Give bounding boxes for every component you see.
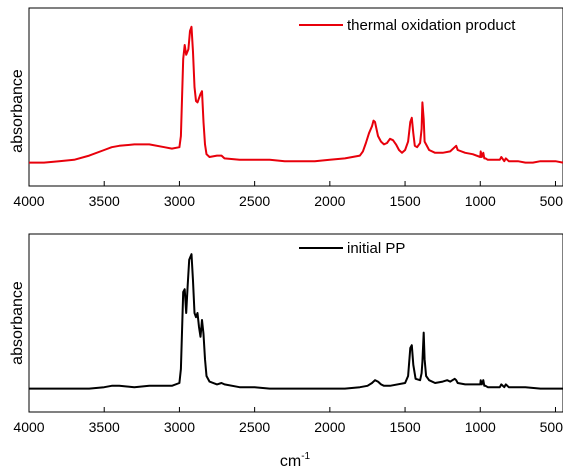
x-tick-label: 2000: [314, 419, 345, 435]
y-axis-label-bottom: absorbance: [9, 281, 26, 365]
plot-frame-top: [28, 7, 563, 187]
panel-bottom: 4000 3500 3000 2500 2000 1500 1000 500 initial …: [9, 233, 563, 435]
y-axis-label-top: absorbance: [9, 69, 26, 153]
x-tick-label: 1500: [389, 193, 420, 209]
x-tick-label: 3500: [89, 193, 120, 209]
legend-bottom: initial PP: [299, 240, 405, 257]
x-tick-label: 1000: [465, 419, 496, 435]
x-tick-label: 4000: [13, 419, 44, 435]
x-axis-label: cm-1: [280, 451, 311, 470]
x-axis-ticks-bottom: 4000 3500 3000 2500 2000 1500 1000 500: [13, 407, 563, 435]
x-tick-label: 1500: [389, 419, 420, 435]
x-tick-label: 500: [540, 193, 563, 209]
legend-label-top: thermal oxidation product: [347, 17, 516, 34]
x-tick-label: 2500: [239, 193, 270, 209]
x-axis-ticks-top: 4000 3500 3000 2500 2000 1500 1000 500: [13, 181, 563, 209]
x-tick-label: 3000: [164, 419, 195, 435]
x-axis-label-exponent: -1: [301, 451, 310, 462]
x-tick-label: 4000: [13, 193, 44, 209]
legend-top: thermal oxidation product: [299, 17, 516, 34]
x-tick-label: 1000: [465, 193, 496, 209]
spectrum-line-top: [29, 25, 563, 164]
plot-frame-bottom: [28, 233, 563, 413]
x-tick-label: 2500: [239, 419, 270, 435]
x-axis-label-unit: cm: [280, 453, 301, 470]
spectrum-line-bottom: [29, 253, 563, 390]
x-tick-label: 3500: [89, 419, 120, 435]
x-tick-label: 2000: [314, 193, 345, 209]
legend-label-bottom: initial PP: [347, 240, 405, 257]
x-tick-label: 3000: [164, 193, 195, 209]
x-tick-label: 500: [540, 419, 563, 435]
panel-top: 4000 3500 3000 2500 2000 1500 1000 500 thermal …: [9, 7, 563, 209]
